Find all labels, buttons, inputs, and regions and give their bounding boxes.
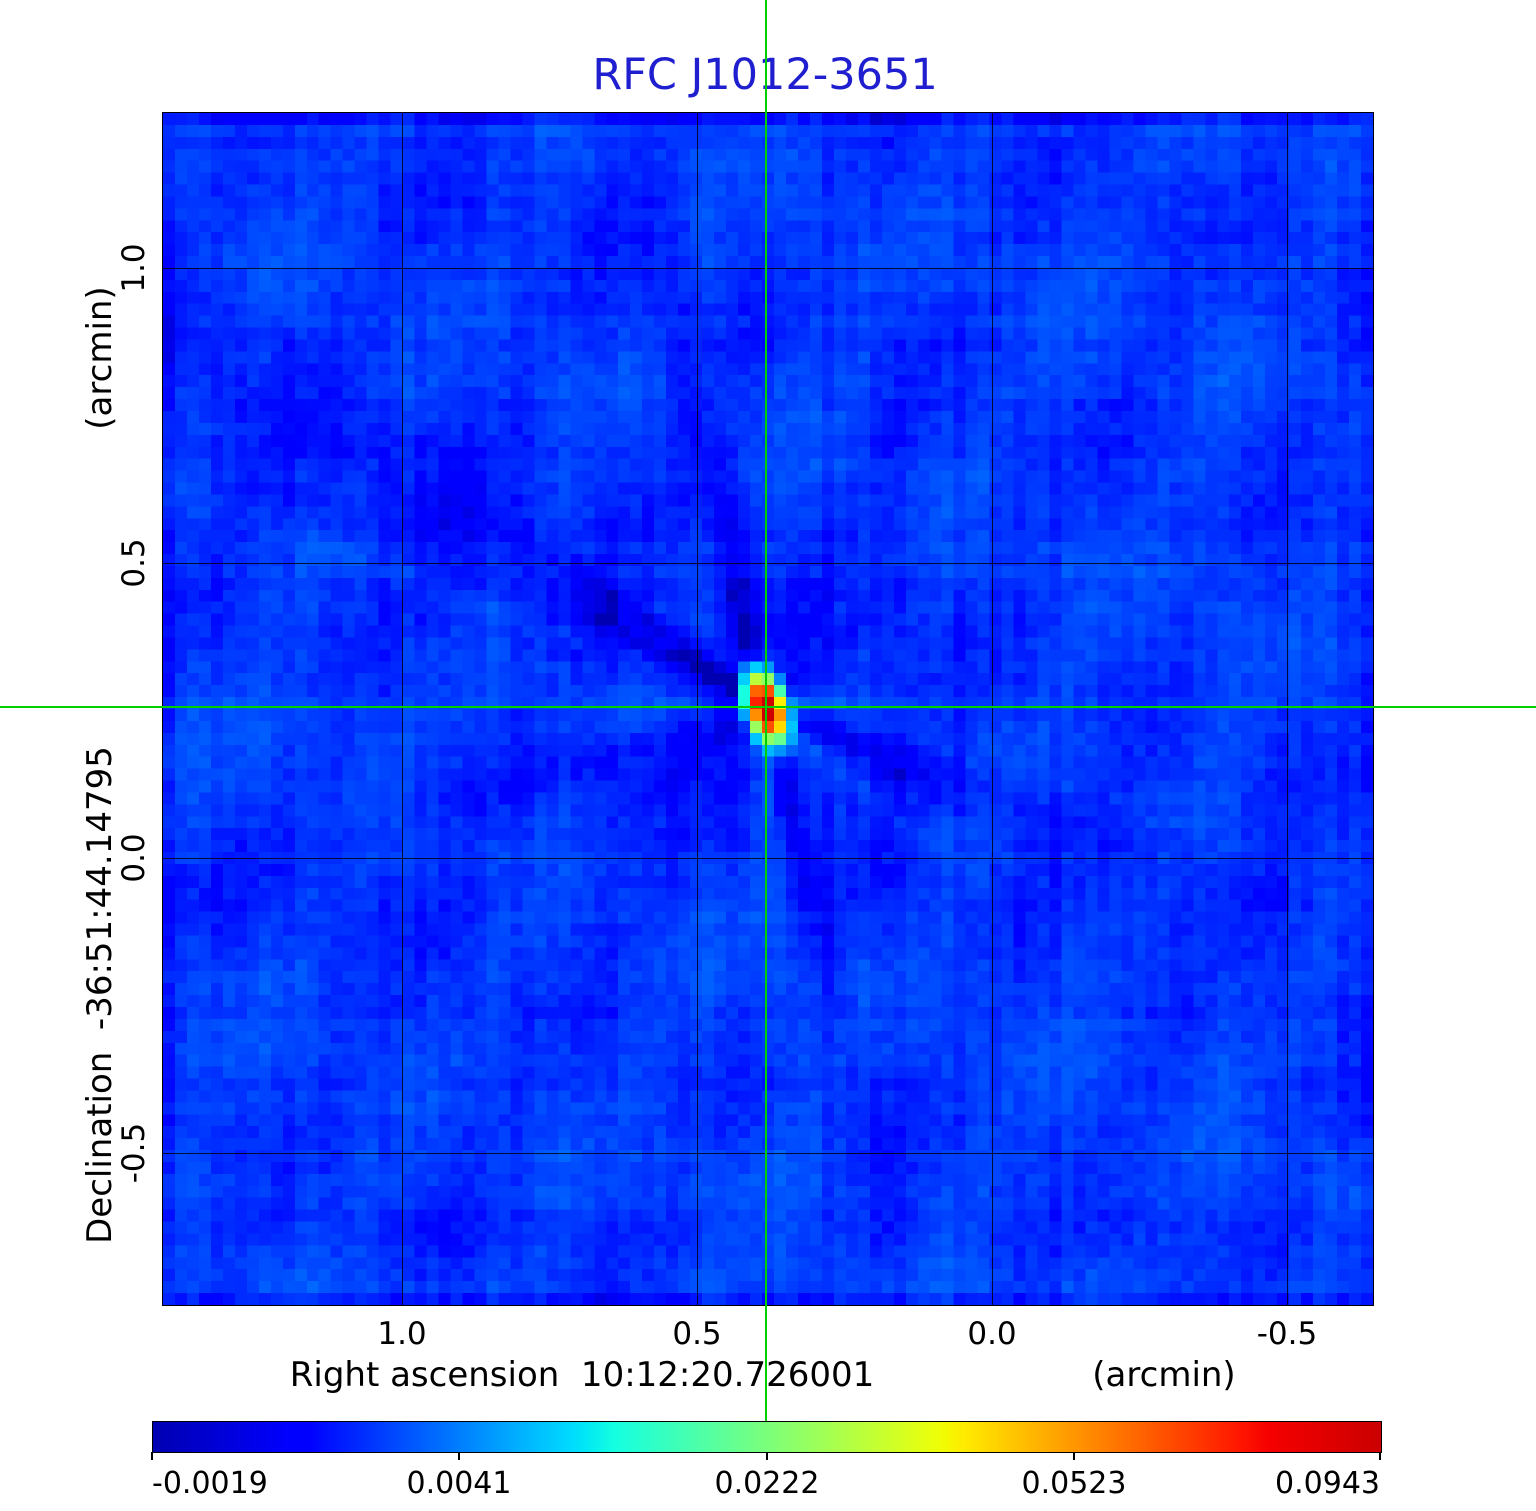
colorbar-tick-label: 0.0523 — [1021, 1466, 1127, 1501]
colorbar-tick-label: 0.0041 — [406, 1466, 512, 1501]
colorbar-tick-label: -0.0019 — [152, 1466, 268, 1501]
colorbar-tick-label: 0.0222 — [714, 1466, 820, 1501]
x-tick-label: 1.0 — [377, 1316, 427, 1352]
colorbar-tick — [458, 1452, 460, 1460]
colorbar — [152, 1421, 1382, 1453]
colorbar-tick — [151, 1452, 153, 1460]
x-tick-label: 0.5 — [672, 1316, 722, 1352]
y-tick-label: -0.5 — [116, 1122, 152, 1184]
colorbar-tick-label: 0.0943 — [1275, 1466, 1380, 1501]
x-axis-unit-label: (arcmin) — [1092, 1355, 1236, 1395]
colorbar-tick — [766, 1452, 768, 1460]
x-tick-label: -0.5 — [1256, 1316, 1318, 1352]
y-tick-label: 0.0 — [116, 833, 152, 883]
y-axis-label: Declination -36:51:44.14795 — [80, 746, 120, 1244]
y-axis-unit-label: (arcmin) — [80, 286, 120, 430]
y-tick-label: 1.0 — [116, 243, 152, 293]
colorbar-tick — [1073, 1452, 1075, 1460]
page-title: RFC J1012-3651 — [592, 50, 938, 100]
x-tick-label: 0.0 — [967, 1316, 1017, 1352]
colorbar-tick — [1379, 1452, 1381, 1460]
radio-map-canvas — [163, 113, 1373, 1305]
y-tick-label: 0.5 — [116, 538, 152, 588]
x-axis-label: Right ascension 10:12:20.726001 — [289, 1355, 875, 1395]
